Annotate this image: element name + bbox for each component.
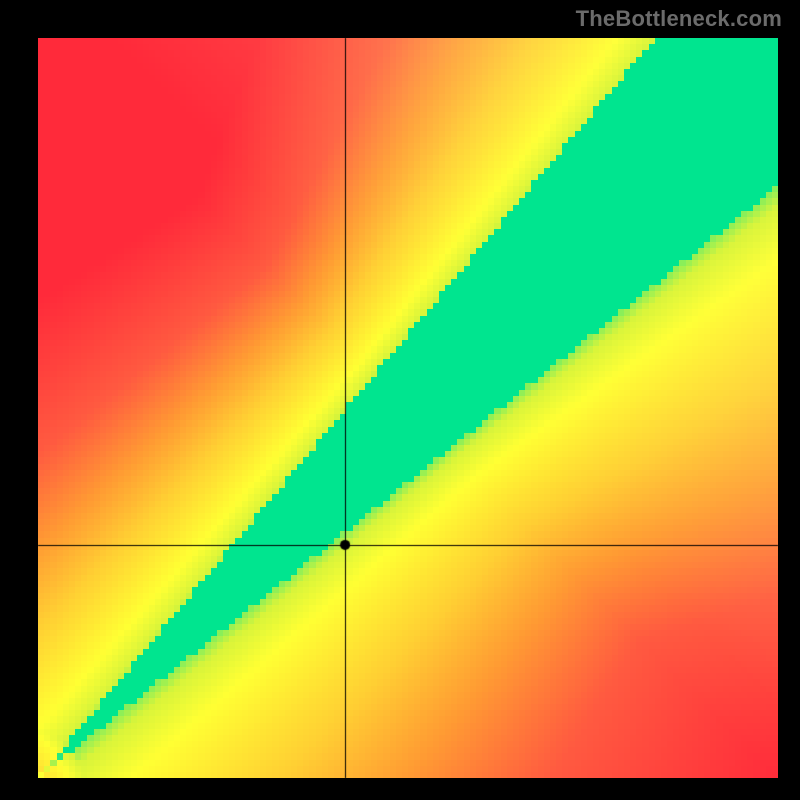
watermark-text: TheBottleneck.com xyxy=(576,6,782,32)
crosshair-overlay-canvas xyxy=(0,0,800,800)
root-container: TheBottleneck.com xyxy=(0,0,800,800)
